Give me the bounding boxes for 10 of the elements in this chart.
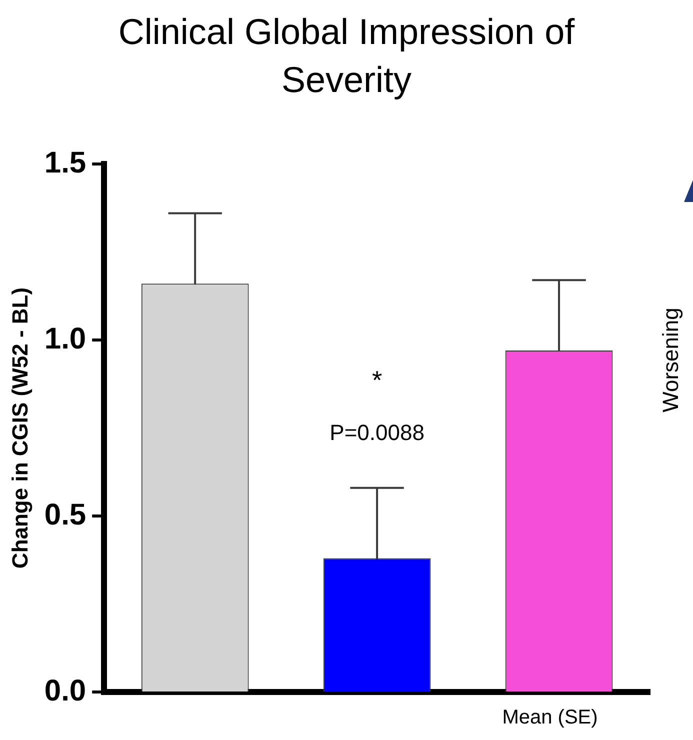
- y-tick-label: 1.5: [44, 146, 86, 180]
- y-tick-label: 1.0: [44, 322, 86, 356]
- annotation: P=0.0088: [330, 420, 424, 446]
- y-tick-label: 0.5: [44, 498, 86, 532]
- text: Mean (SE): [502, 706, 598, 729]
- y-tick-label: 0.0: [44, 674, 86, 708]
- annotation: *: [372, 365, 382, 396]
- y-axis-title: Change in CGIS (W52 - BL): [7, 287, 32, 569]
- chart-title: Clinical Global Impression of Severity: [117, 10, 576, 102]
- text: Worsening: [658, 308, 684, 412]
